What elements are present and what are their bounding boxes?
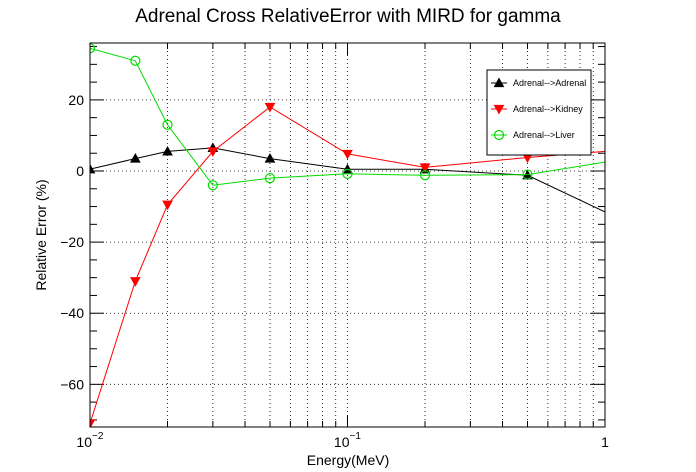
data-point — [419, 163, 431, 173]
data-point — [207, 147, 219, 157]
x-tick-label-base: 10 — [334, 434, 350, 450]
data-point — [129, 277, 141, 287]
x-axis-title: Energy(MeV) — [307, 452, 389, 468]
data-point — [162, 119, 173, 130]
x-tick-label-base: 10 — [76, 434, 92, 450]
legend-label: Adrenal-->Kidney — [513, 104, 583, 114]
data-point — [162, 200, 173, 211]
x-tick-label: 1 — [601, 434, 609, 450]
y-tick-label: 0 — [76, 163, 84, 179]
series-2 — [90, 102, 605, 427]
x-tick-label: 10 −2 — [76, 431, 103, 450]
data-point — [264, 173, 276, 184]
data-point — [162, 145, 173, 156]
series-line — [90, 47, 605, 186]
data-point — [90, 419, 96, 427]
y-tick-label: −60 — [60, 376, 84, 392]
legend-marker — [493, 129, 505, 141]
data-point — [90, 43, 96, 54]
legend-box — [486, 69, 592, 156]
data-point — [342, 149, 353, 160]
data-point — [207, 180, 218, 191]
data-point — [419, 170, 431, 181]
legend: Adrenal-->Adrenal Adrenal-->Kidney Adrenal… — [486, 69, 592, 156]
legend-entry: Adrenal-->Adrenal — [491, 77, 586, 88]
data-point — [264, 102, 276, 113]
data-point — [522, 169, 533, 180]
legend-label: Adrenal-->Adrenal — [513, 78, 586, 88]
legend-marker — [493, 104, 505, 115]
legend-entry: Adrenal-->Liver — [491, 129, 575, 141]
legend-label: Adrenal-->Liver — [513, 130, 575, 140]
chart-title: Adrenal Cross RelativeError with MIRD fo… — [135, 6, 561, 27]
data-point — [129, 153, 141, 163]
x-tick-label: 10 −1 — [334, 431, 361, 450]
y-axis-title: Relative Error (%) — [33, 179, 49, 290]
plot-frame — [89, 42, 606, 428]
series-layer — [90, 43, 605, 427]
series-3 — [90, 43, 605, 191]
data-point — [342, 168, 353, 179]
y-tick-label: −40 — [60, 305, 84, 321]
grid — [89, 43, 606, 427]
y-tick-label: −20 — [60, 234, 84, 250]
data-point — [130, 55, 141, 66]
y-tick-label: 20 — [68, 92, 84, 108]
legend-entry: Adrenal-->Kidney — [491, 104, 583, 115]
x-tick-label-base: 1 — [601, 434, 609, 450]
data-point — [264, 153, 276, 163]
data-point — [90, 163, 96, 174]
legend-marker — [493, 77, 505, 88]
x-tick-label-exponent: −1 — [350, 431, 362, 442]
x-tick-label-exponent: −2 — [92, 431, 104, 442]
